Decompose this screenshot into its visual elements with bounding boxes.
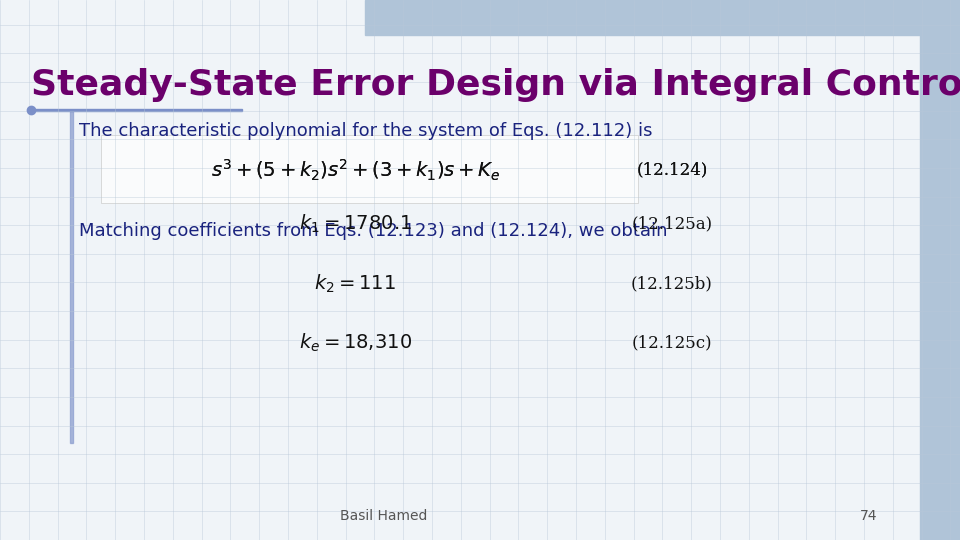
FancyBboxPatch shape xyxy=(101,135,638,202)
Text: $k_1 = 1780.1$: $k_1 = 1780.1$ xyxy=(299,213,412,235)
Text: $k_e = 18{,}310$: $k_e = 18{,}310$ xyxy=(299,332,412,354)
Text: The characteristic polynomial for the system of Eqs. (12.112) is: The characteristic polynomial for the sy… xyxy=(79,122,652,139)
Text: (12.125c): (12.125c) xyxy=(632,334,712,352)
Text: (12.125b): (12.125b) xyxy=(631,275,713,292)
Text: (12.125a): (12.125a) xyxy=(632,215,712,233)
Bar xyxy=(31,109,242,111)
Bar xyxy=(920,0,960,540)
Text: $s^3 + (5+k_2)s^2 + (3+k_1)s + K_e$: $s^3 + (5+k_2)s^2 + (3+k_1)s + K_e$ xyxy=(210,158,500,183)
Text: Basil Hamed: Basil Hamed xyxy=(340,509,428,523)
Text: Matching coefficients from Eqs. (12.123) and (12.124), we obtain: Matching coefficients from Eqs. (12.123)… xyxy=(79,222,667,240)
Text: $s^3 + (5+k_2)s^2 + (3+k_1)s + K_e$: $s^3 + (5+k_2)s^2 + (3+k_1)s + K_e$ xyxy=(210,158,500,183)
Bar xyxy=(365,0,941,35)
Text: (12.124): (12.124) xyxy=(636,161,708,179)
Text: $k_2 = 111$: $k_2 = 111$ xyxy=(314,272,396,295)
Text: 74: 74 xyxy=(860,509,877,523)
Bar xyxy=(70,111,73,443)
Text: (12.124): (12.124) xyxy=(636,161,708,179)
Text: Steady-State Error Design via Integral Control: Steady-State Error Design via Integral C… xyxy=(31,68,960,102)
